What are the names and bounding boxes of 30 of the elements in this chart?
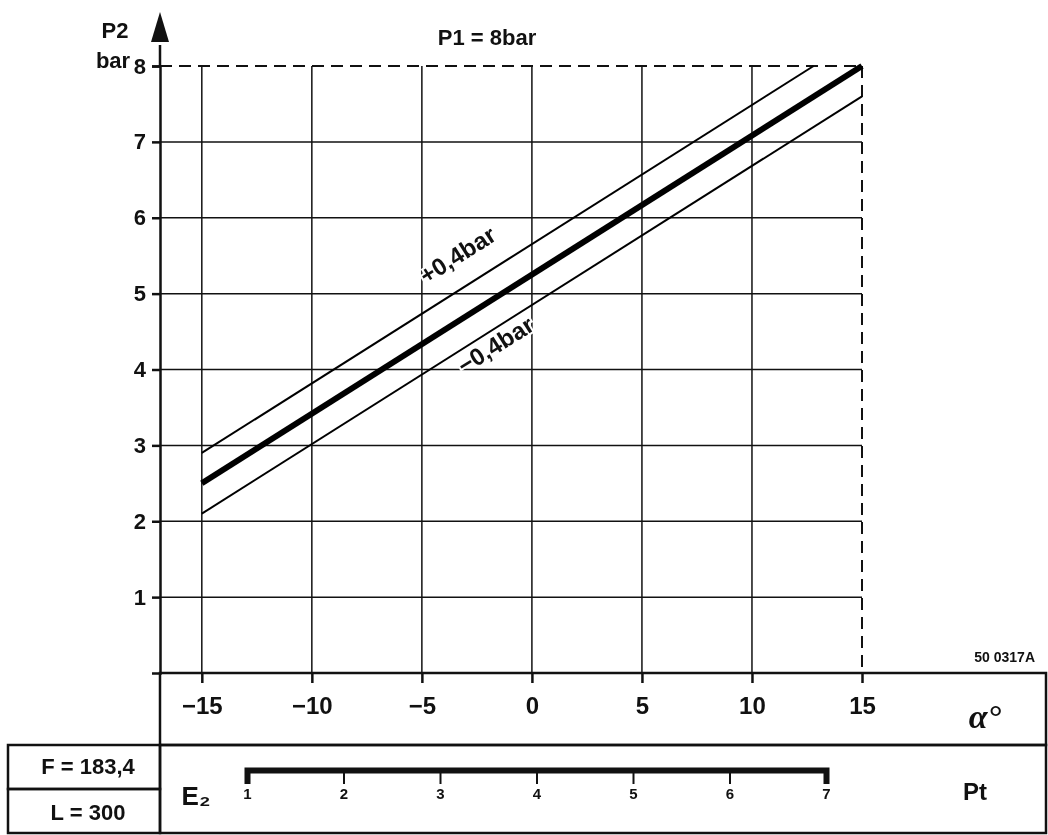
y-tick-label: 2 [133,508,146,534]
text: L = 300 [50,800,126,825]
x-tick-label: −15 [181,692,223,720]
text: E₂ [181,781,211,811]
y-tick-label: 3 [133,432,146,458]
y-tick-label: 1 [133,584,146,610]
x2-tick-label: 5 [629,784,638,802]
y-tick-label: 6 [133,205,146,231]
x2-axis-title: Pt [963,778,988,805]
y-tick-label: 7 [133,129,146,155]
y-axis-title: P2 bar [95,18,131,73]
text: F = 183,4 [41,754,136,779]
x2-tick-label: 3 [436,784,445,802]
x-tick-label: −10 [291,692,333,720]
x-tick-label: −5 [408,692,437,720]
y-tick-label: 8 [133,53,146,79]
x-axis-title: α° [968,698,1002,735]
x-tick-label: 15 [849,692,876,720]
x-tick-label: 10 [739,692,766,720]
x2-tick-label: 6 [725,784,735,802]
x2-tick-label: 1 [243,784,252,802]
chart-title: P1 = 8bar [437,25,537,50]
y-tick-label: 5 [133,281,146,307]
x-tick-label: 5 [635,692,650,720]
x2-tick-label: 7 [822,784,831,802]
x2-tick-label: 4 [532,784,542,802]
x2-tick-label: 2 [339,784,349,802]
x-tick-label: 0 [525,692,540,720]
text: 50 0317A [974,649,1035,665]
y-tick-label: 4 [133,357,147,383]
